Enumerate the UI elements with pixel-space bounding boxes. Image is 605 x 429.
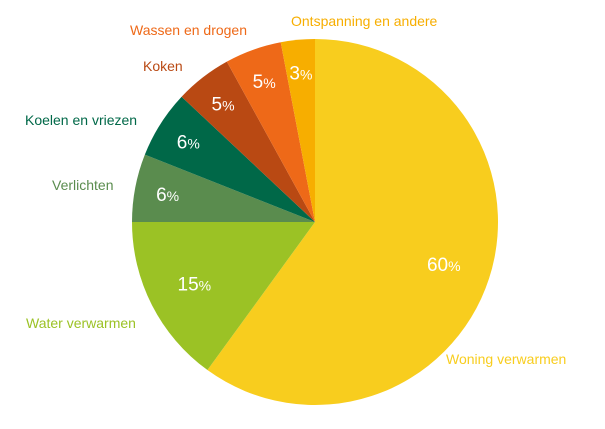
data-label-1: 15% (178, 274, 212, 295)
pie-slice-0 (207, 39, 498, 406)
pie-slice-5 (226, 42, 315, 223)
slice-label-ontspanning-en-andere: Ontspanning en andere (291, 13, 438, 29)
pie-slice-4 (181, 61, 315, 222)
data-label-5: 5% (253, 72, 276, 93)
data-label-6: 3% (289, 64, 312, 85)
data-label-0: 60% (427, 255, 461, 276)
pie-slice-2 (132, 154, 315, 222)
slice-label-wassen-en-drogen: Wassen en drogen (130, 22, 247, 38)
data-label-2: 6% (156, 185, 179, 206)
slice-label-water-verwarmen: Water verwarmen (26, 315, 136, 331)
pie-slice-1 (132, 222, 315, 371)
slice-label-koelen-en-vriezen: Koelen en vriezen (25, 112, 138, 128)
pie-slice-6 (280, 39, 315, 222)
pie-slice-3 (144, 96, 315, 222)
slice-label-woning-verwarmen: Woning verwarmen (446, 351, 567, 367)
data-label-3: 6% (177, 133, 200, 154)
slice-label-verlichten: Verlichten (52, 177, 114, 193)
slice-label-koken: Koken (143, 58, 183, 74)
data-label-4: 5% (212, 94, 235, 115)
